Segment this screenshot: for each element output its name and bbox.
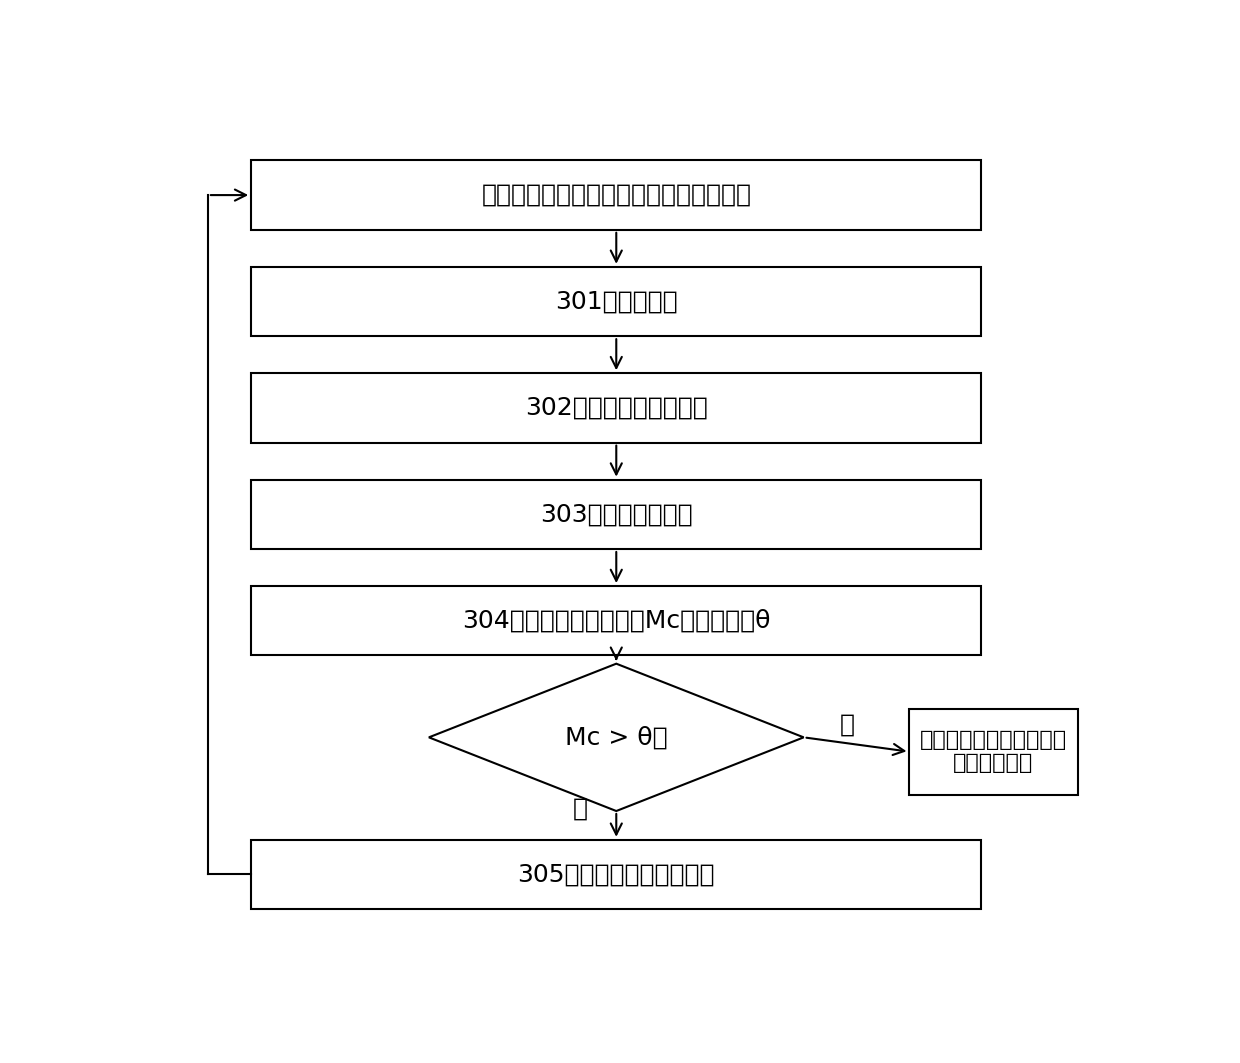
Text: 303：计算置信度值: 303：计算置信度值	[539, 503, 693, 526]
Text: 302：将跟踪结果降采样: 302：将跟踪结果降采样	[525, 395, 708, 420]
FancyBboxPatch shape	[250, 373, 982, 442]
Text: 基于自适应结构局部稀疏
表示进行跟踪: 基于自适应结构局部稀疏 表示进行跟踪	[920, 730, 1068, 773]
Text: 基于自适应颜色属性和维度下降进行跟踪: 基于自适应颜色属性和维度下降进行跟踪	[481, 183, 751, 207]
Polygon shape	[429, 663, 804, 811]
Text: 301：取正样本: 301：取正样本	[556, 289, 677, 314]
FancyBboxPatch shape	[909, 709, 1078, 795]
FancyBboxPatch shape	[250, 161, 982, 230]
FancyBboxPatch shape	[250, 586, 982, 656]
Text: Mc > θ？: Mc > θ？	[565, 725, 667, 749]
Text: 304：计算最大置信度值Mc，设置阈値θ: 304：计算最大置信度值Mc，设置阈値θ	[463, 609, 770, 632]
Text: 305：保存和输出跟踪结果: 305：保存和输出跟踪结果	[517, 862, 715, 887]
Text: 否: 否	[839, 713, 854, 737]
FancyBboxPatch shape	[250, 267, 982, 336]
FancyBboxPatch shape	[250, 840, 982, 909]
Text: 是: 是	[573, 797, 588, 821]
FancyBboxPatch shape	[250, 479, 982, 550]
